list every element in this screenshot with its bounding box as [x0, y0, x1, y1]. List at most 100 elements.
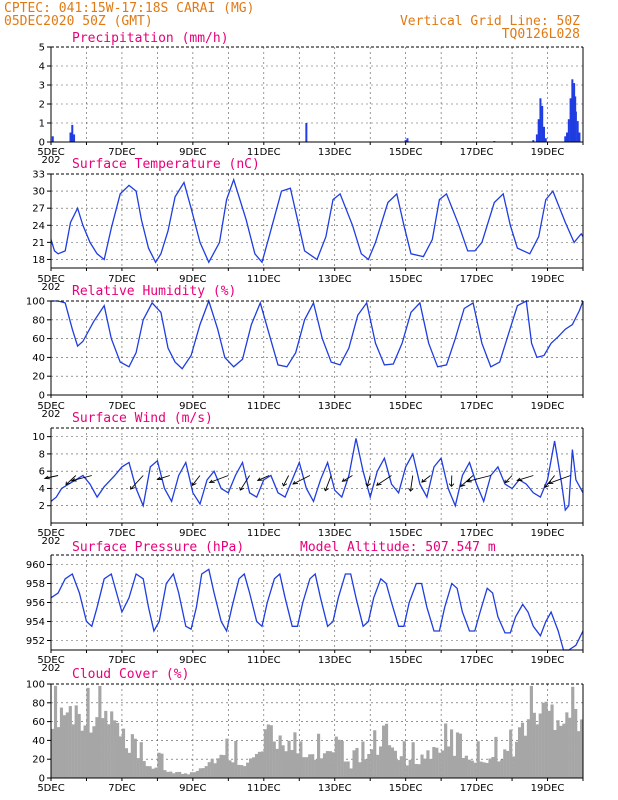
- cloud-bar: [328, 751, 332, 778]
- cloud-bar: [429, 758, 433, 778]
- wind-year-stub: 202: [41, 536, 60, 547]
- cloud-bar: [396, 760, 400, 778]
- wind-arrow-shaft: [460, 475, 474, 487]
- wind-xtick-label: 13DEC: [318, 528, 352, 539]
- wind-arrow-head: [292, 480, 299, 485]
- wind-arrow-shaft: [130, 475, 144, 490]
- rh-year-stub: 202: [41, 409, 60, 420]
- cloud-xtick-label: 9DEC: [179, 783, 206, 794]
- cloud-bar: [343, 761, 347, 778]
- temp-title: Surface Temperature (nC): [72, 157, 260, 172]
- cloud-bar: [494, 736, 498, 778]
- pressure-ytick-label: 958: [26, 579, 45, 590]
- wind-arrow-shaft: [157, 475, 170, 480]
- rh-xtick-label: 11DEC: [247, 401, 281, 412]
- cloud-bar: [337, 739, 341, 778]
- cloud-bar: [80, 730, 84, 778]
- wind-xtick-label: 15DEC: [389, 528, 423, 539]
- wind-ytick-label: 2: [39, 501, 45, 512]
- cloud-bar: [467, 759, 471, 778]
- wind-arrow-head: [323, 487, 329, 492]
- wind-arrow-shaft: [324, 475, 332, 491]
- cloud-bar: [249, 758, 253, 778]
- wind-arrow-shaft: [504, 475, 513, 484]
- temp-ytick-label: 27: [32, 204, 45, 215]
- precip-bar: [406, 138, 409, 142]
- cloud-bar: [68, 706, 72, 778]
- wind-arrow-head: [156, 476, 163, 480]
- cloud-bar: [228, 760, 232, 778]
- cloud-bar: [408, 759, 412, 778]
- temp-ytick-label: 33: [32, 170, 45, 181]
- cloud-bar: [204, 766, 208, 778]
- cloud-bar: [225, 738, 229, 778]
- cloud-bar: [299, 741, 303, 778]
- precip-bar: [404, 140, 407, 142]
- cloud-bar: [169, 771, 173, 778]
- cloud-bar: [399, 756, 403, 778]
- cloud-xtick-label: 5DEC: [37, 783, 64, 794]
- cloud-bar: [476, 741, 480, 778]
- pressure-ytick-label: 952: [26, 636, 45, 647]
- cloud-bar: [482, 762, 486, 778]
- temp-ytick-label: 24: [32, 221, 45, 232]
- precip-bar: [569, 98, 572, 142]
- precip-ytick-label: 5: [39, 43, 45, 54]
- precip-ytick-label: 1: [39, 119, 45, 130]
- cloud-bar: [293, 732, 297, 778]
- cloud-bar: [334, 736, 338, 778]
- cloud-bar: [417, 764, 421, 778]
- precip-year-stub: 202: [41, 155, 60, 166]
- cloud-bar: [163, 770, 167, 778]
- cloud-bar: [118, 736, 123, 778]
- cloud-bar: [56, 727, 61, 778]
- wind-xtick-label: 5DEC: [37, 528, 64, 539]
- cloud-bar: [361, 741, 365, 778]
- cloud-bar: [349, 768, 353, 778]
- cloud-bar: [384, 723, 389, 778]
- cloud-bar: [104, 710, 108, 778]
- temp-ytick-label: 30: [32, 187, 45, 198]
- rh-ytick-label: 40: [32, 353, 45, 364]
- wind-title: Surface Wind (m/s): [72, 411, 213, 426]
- temp-xtick-label: 19DEC: [531, 274, 565, 285]
- cloud-bar: [532, 712, 536, 778]
- cloud-bar: [201, 768, 205, 778]
- precip-xtick-label: 17DEC: [460, 147, 494, 158]
- cloud-bar: [195, 770, 199, 778]
- pressure-xtick-label: 17DEC: [460, 655, 494, 666]
- precip-bar: [567, 119, 570, 142]
- cloud-bar: [92, 726, 96, 778]
- cloud-bar: [257, 751, 262, 778]
- cloud-bar: [151, 768, 155, 778]
- pressure-ytick-label: 960: [26, 560, 45, 571]
- temp-xtick-label: 5DEC: [37, 274, 64, 285]
- cloud-bar: [51, 728, 55, 778]
- cloud-bar: [512, 756, 516, 778]
- cloud-bar: [175, 772, 179, 778]
- rh-frame: [50, 301, 584, 396]
- cloud-xtick-label: 15DEC: [389, 783, 423, 794]
- cloud-bar: [234, 740, 238, 778]
- cloud-bar: [405, 765, 409, 778]
- cloud-bar: [222, 755, 226, 778]
- precip-bar: [576, 121, 579, 142]
- cloud-bar: [447, 746, 451, 778]
- cloud-xtick-label: 19DEC: [531, 783, 565, 794]
- pressure-xtick-label: 9DEC: [179, 655, 206, 666]
- wind-arrow-shaft: [517, 475, 534, 481]
- temp-xtick-label: 7DEC: [108, 274, 135, 285]
- wind-arrow-head: [516, 477, 523, 481]
- precip-xtick-label: 15DEC: [389, 147, 423, 158]
- wind-frame: [50, 428, 584, 524]
- cloud-bar: [577, 731, 581, 778]
- precip-bar: [539, 98, 542, 142]
- pressure-ytick-label: 954: [26, 617, 45, 628]
- precip-bar: [535, 134, 538, 142]
- precip-bar: [578, 132, 581, 142]
- cloud-bar: [503, 749, 507, 778]
- cloud-bar: [290, 750, 294, 778]
- rh-ytick-label: 60: [32, 334, 45, 345]
- panel-wind: Surface Wind (m/s) 2 4 6 8 10 5DEC 7DEC 9DEC 11DE…: [32, 411, 584, 547]
